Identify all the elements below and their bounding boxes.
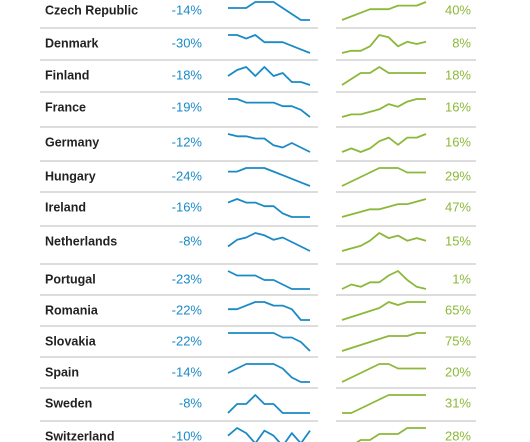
share-value: 75% [445, 333, 471, 348]
sparkline [341, 133, 427, 153]
country-name: Romania [45, 303, 99, 317]
sparkline [228, 1, 310, 21]
country-name: Sweden [45, 396, 92, 410]
share-value: 16% [445, 99, 471, 114]
sparkline [228, 98, 311, 118]
sparkline [341, 332, 426, 352]
country-name: Hungary [45, 169, 96, 183]
sparkline [228, 332, 311, 352]
country-name: Finland [45, 68, 89, 82]
country-name: Portugal [45, 272, 96, 286]
country-name: Germany [45, 135, 99, 149]
sparkline [341, 34, 427, 54]
sparkline [227, 394, 310, 414]
sparkline [227, 232, 311, 252]
sparkline [341, 301, 426, 321]
share-value: 65% [445, 302, 471, 317]
sparkline [228, 301, 310, 321]
sparkline [341, 232, 427, 252]
sparkline [227, 270, 310, 290]
sparkline [228, 34, 311, 54]
share-value: 20% [445, 364, 471, 379]
country-name: Czech Republic [45, 3, 138, 17]
change-value: -18% [172, 67, 203, 82]
change-value: -14% [172, 2, 203, 17]
sparkline [227, 198, 310, 218]
sparkline [227, 133, 311, 153]
share-value: 40% [445, 2, 471, 17]
change-value: -10% [172, 428, 203, 442]
sparkline [341, 1, 427, 21]
country-name: France [45, 100, 86, 114]
sparkline [341, 363, 426, 383]
change-value: -8% [179, 233, 203, 248]
sparkline [228, 167, 311, 187]
change-value: -30% [172, 35, 203, 50]
sparkline [355, 427, 426, 442]
sparkline [227, 363, 310, 383]
share-value: 47% [445, 199, 471, 214]
country-name: Netherlands [45, 234, 117, 248]
change-value: -22% [172, 302, 203, 317]
sparkline [341, 198, 427, 218]
change-value: -22% [172, 333, 203, 348]
country-name: Denmark [45, 36, 99, 50]
sparkline [341, 98, 426, 118]
sparkline [341, 270, 427, 290]
country-name: Slovakia [45, 334, 97, 348]
change-value: -16% [172, 199, 203, 214]
sparkline [341, 167, 426, 187]
change-value: -14% [172, 364, 203, 379]
change-value: -19% [172, 99, 203, 114]
sparkline [227, 66, 311, 86]
change-value: -23% [172, 271, 203, 286]
change-value: -12% [172, 134, 203, 149]
share-value: 28% [445, 428, 471, 442]
share-value: 18% [445, 67, 471, 82]
share-value: 31% [445, 395, 471, 410]
change-value: -8% [179, 395, 203, 410]
sparkline [341, 66, 426, 86]
share-value: 1% [452, 271, 471, 286]
share-value: 29% [445, 168, 471, 183]
sparkline [342, 394, 426, 414]
country-name: Switzerland [45, 429, 114, 442]
country-name: Ireland [45, 200, 86, 214]
change-value: -24% [172, 168, 203, 183]
share-value: 8% [452, 35, 471, 50]
share-value: 16% [445, 134, 471, 149]
share-value: 15% [445, 233, 471, 248]
sparkline [227, 427, 311, 442]
country-name: Spain [45, 365, 79, 379]
